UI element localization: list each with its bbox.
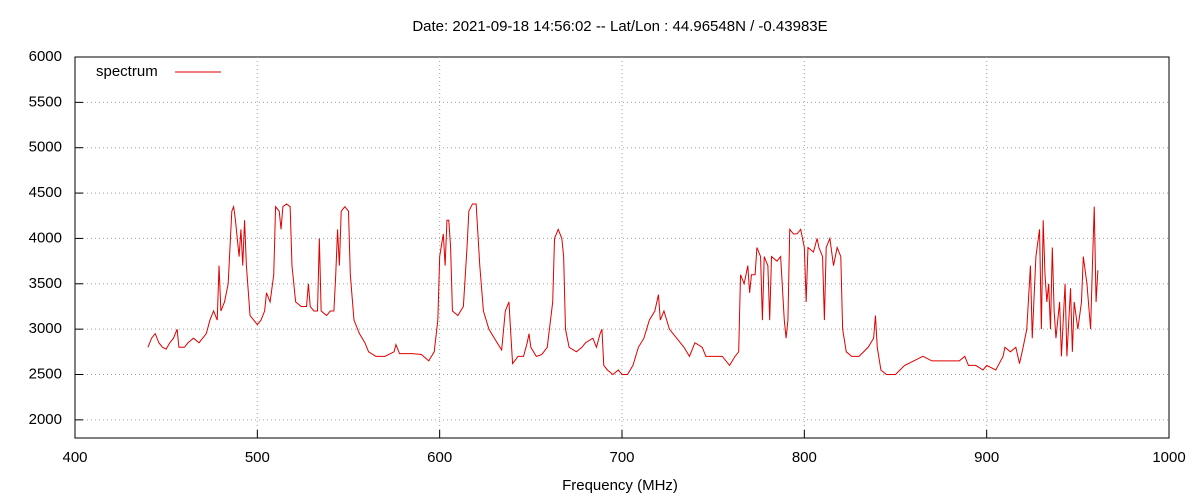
x-tick-label: 400: [62, 449, 87, 466]
y-tick-label: 2500: [29, 365, 62, 382]
y-tick-label: 4000: [29, 229, 62, 246]
y-tick-label: 2000: [29, 411, 62, 428]
y-tick-label: 5500: [29, 93, 62, 110]
x-tick-label: 1000: [1152, 449, 1185, 466]
x-tick-label: 500: [245, 449, 270, 466]
x-tick-label: 800: [792, 449, 817, 466]
x-tick-label: 900: [974, 449, 999, 466]
chart-title: Date: 2021-09-18 14:56:02 -- Lat/Lon : 4…: [412, 18, 827, 35]
plot-frame: [74, 56, 1170, 439]
y-tick-label: 5000: [29, 139, 62, 156]
y-tick-label: 4500: [29, 184, 62, 201]
y-tick-label: 6000: [29, 48, 62, 65]
legend-label: spectrum: [96, 63, 158, 80]
x-axis-label: Frequency (MHz): [562, 477, 678, 494]
y-tick-label: 3500: [29, 275, 62, 292]
x-tick-label: 600: [427, 449, 452, 466]
x-tick-label: 700: [609, 449, 634, 466]
series-line: [147, 203, 1099, 376]
y-tick-label: 3000: [29, 320, 62, 337]
